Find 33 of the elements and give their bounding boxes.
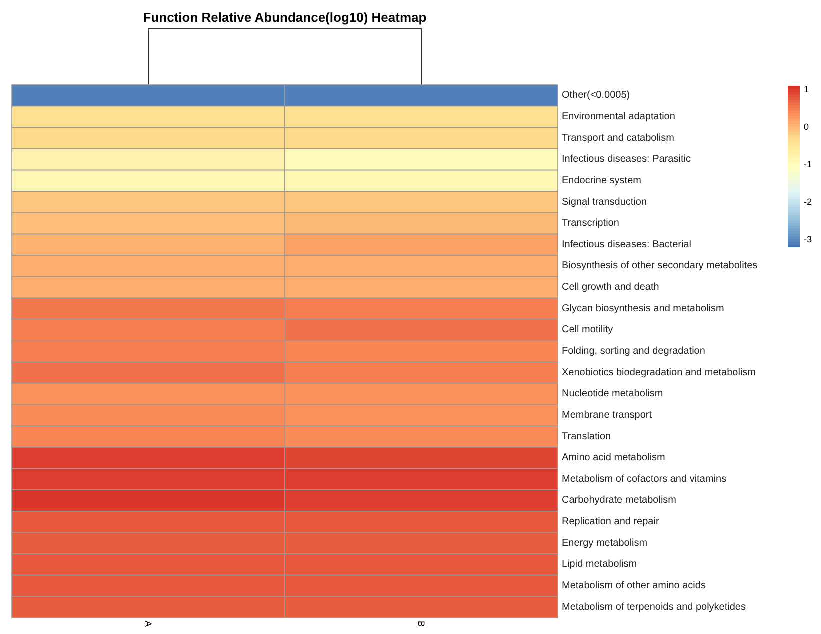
x-tick-label: B [416,621,426,628]
y-tick-label: Other(<0.0005) [562,90,630,102]
y-tick-label: Xenobiotics biodegradation and metabolism [562,367,756,378]
y-tick-label: Transcription [562,218,620,230]
chart-title: Function Relative Abundance(log10) Heatmap [143,10,427,25]
y-tick-label: Biosynthesis of other secondary metabolites [562,260,758,272]
y-tick-label: Metabolism of cofactors and vitamins [562,474,727,485]
color-bar-label: -1 [804,160,812,170]
y-tick-label: Membrane transport [562,410,652,421]
x-tick-label: A [144,621,154,628]
y-tick-label: Infectious diseases: Parasitic [562,154,691,166]
y-tick-label: Replication and repair [562,516,660,528]
y-tick-label: Lipid metabolism [562,559,638,570]
y-tick-label: Signal transduction [562,196,648,208]
y-tick-label: Metabolism of other amino acids [562,580,706,592]
y-tick-label: Glycan biosynthesis and metabolism [562,303,724,314]
color-bar-label: -2 [804,197,812,208]
y-tick-label: Endocrine system [562,175,642,186]
y-tick-label: Environmental adaptation [562,111,676,122]
y-tick-label: Energy metabolism [562,538,648,549]
y-tick-label: Transport and catabolism [562,132,674,144]
y-tick-label: Folding, sorting and degradation [562,346,706,357]
y-tick-label: Nucleotide metabolism [562,388,664,400]
y-tick-label: Infectious diseases: Bacterial [562,239,692,250]
y-tick-label: Amino acid metabolism [562,452,666,464]
y-tick-label: Metabolism of terpenoids and polyketides [562,602,746,613]
y-tick-label: Translation [562,431,612,442]
color-bar-label: -3 [804,234,812,245]
y-tick-label: Cell growth and death [562,282,660,294]
color-bar-label: 1 [804,84,810,95]
color-bar-label: 0 [804,122,810,132]
y-tick-label: Carbohydrate metabolism [562,495,676,506]
y-tick-label: Cell motility [562,324,614,336]
